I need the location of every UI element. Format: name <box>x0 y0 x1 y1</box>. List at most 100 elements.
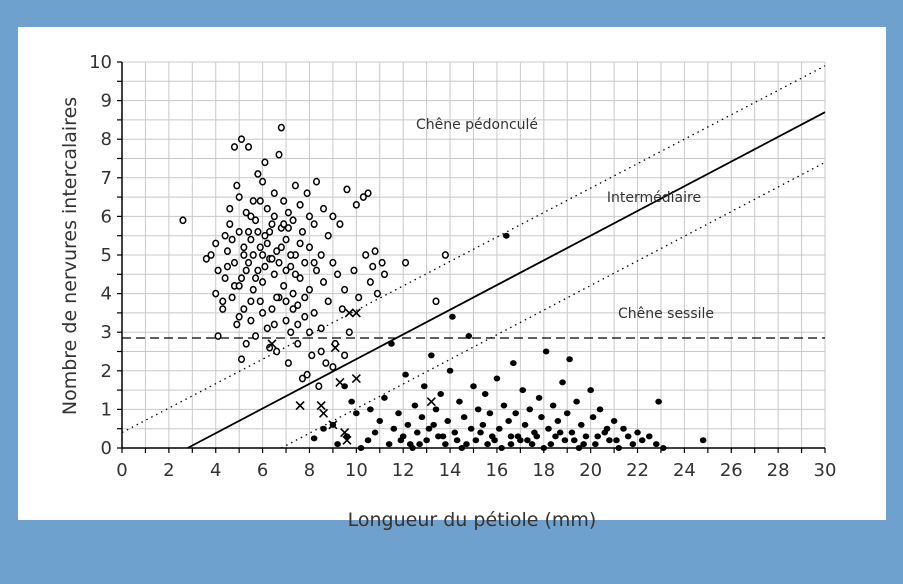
x-tick-labels: 0 2 4 6 8 10 12 14 16 18 20 22 24 26 28 30 <box>116 460 836 481</box>
data-point-open <box>289 289 297 298</box>
data-point-open <box>277 243 285 252</box>
data-point-open <box>310 220 318 228</box>
data-point-open <box>322 359 330 367</box>
x-tick-label: 18 <box>532 460 555 481</box>
data-point-open <box>345 328 353 337</box>
annotation-intermediaire: Intermédiaire <box>607 190 701 206</box>
cross-stroke <box>330 343 340 353</box>
data-point-open <box>329 363 337 371</box>
data-points <box>179 123 707 451</box>
data-point-open <box>207 251 215 259</box>
data-point-filled <box>505 417 512 424</box>
data-point-filled <box>474 406 482 413</box>
annotation-sessile: Chêne sessile <box>618 306 714 322</box>
data-point-filled <box>589 414 597 421</box>
data-point-open <box>244 258 253 267</box>
data-point-open <box>228 293 236 302</box>
data-point-filled <box>514 433 522 440</box>
data-point-open <box>275 150 283 159</box>
data-point-filled <box>411 402 419 409</box>
data-point-open <box>214 332 222 340</box>
data-point-filled <box>493 375 501 382</box>
lower-bound-line <box>281 161 826 449</box>
data-point-open <box>296 274 304 283</box>
data-point-open <box>273 293 281 302</box>
data-point-open <box>235 312 243 321</box>
y-tick-label: 2 <box>101 361 112 382</box>
data-point-open <box>334 270 342 279</box>
x-tick-label: 14 <box>439 460 462 481</box>
data-point-filled <box>364 437 372 444</box>
data-point-filled <box>460 414 468 421</box>
data-point-filled <box>453 437 461 444</box>
data-point-open <box>233 181 241 190</box>
y-tick-label: 1 <box>101 399 112 420</box>
data-point-open <box>441 251 449 259</box>
data-point-cross <box>344 308 354 318</box>
data-point-open <box>282 266 290 275</box>
data-point-cross <box>295 400 305 411</box>
y-tick-label: 4 <box>101 284 112 305</box>
y-tick-label: 10 <box>89 52 112 73</box>
x-tick-label: 12 <box>392 460 415 481</box>
data-point-filled <box>573 398 580 405</box>
data-point-filled <box>519 387 527 394</box>
data-point-open <box>287 262 295 271</box>
data-point-open <box>366 278 374 286</box>
data-point-filled <box>432 406 440 413</box>
data-point-open <box>270 320 278 329</box>
data-point-filled <box>510 360 517 367</box>
y-tick-label: 0 <box>101 438 112 459</box>
data-point-filled <box>524 437 531 444</box>
data-point-filled <box>467 425 475 432</box>
data-point-open <box>305 328 314 337</box>
data-point-open <box>249 285 257 294</box>
data-point-filled <box>547 441 555 448</box>
data-point-open <box>277 123 285 132</box>
data-point-open <box>432 297 440 306</box>
data-point-open <box>362 251 370 259</box>
data-point-open <box>266 227 274 236</box>
data-point-open <box>324 297 332 306</box>
data-point-filled <box>435 433 442 440</box>
cross-stroke <box>318 408 329 418</box>
data-point-filled <box>495 425 503 432</box>
data-point-filled <box>580 441 587 448</box>
data-point-filled <box>592 441 599 448</box>
data-point-filled <box>371 429 379 436</box>
data-point-open <box>252 332 260 340</box>
data-point-filled <box>620 425 627 432</box>
data-point-cross <box>340 427 350 438</box>
data-point-open <box>263 324 271 333</box>
data-point-cross <box>316 400 326 411</box>
data-point-open <box>380 270 389 279</box>
data-point-filled <box>353 410 360 417</box>
data-point-open <box>284 224 292 232</box>
data-point-open <box>319 204 328 213</box>
data-point-filled <box>491 437 498 444</box>
data-point-open <box>240 305 248 313</box>
data-point-open <box>329 212 337 221</box>
data-point-open <box>268 220 276 228</box>
data-point-open <box>263 239 271 248</box>
data-point-open <box>270 270 278 279</box>
data-point-cross <box>267 339 277 349</box>
data-point-filled <box>416 441 423 448</box>
data-point-open <box>219 305 227 313</box>
data-point-open <box>244 143 253 151</box>
data-point-open <box>242 339 250 348</box>
data-point-filled <box>507 441 515 448</box>
cross-stroke <box>351 373 361 384</box>
data-point-open <box>259 177 267 186</box>
data-point-open <box>268 305 276 313</box>
data-point-open <box>324 231 332 240</box>
x-tick-label: 2 <box>163 460 174 481</box>
data-point-open <box>284 359 292 367</box>
data-point-open <box>301 312 309 321</box>
data-point-open <box>296 200 304 209</box>
y-tick-label: 7 <box>101 168 112 189</box>
data-point-open <box>261 158 269 167</box>
data-point-open <box>212 239 220 248</box>
data-point-filled <box>594 433 601 440</box>
data-point-open <box>341 285 349 294</box>
